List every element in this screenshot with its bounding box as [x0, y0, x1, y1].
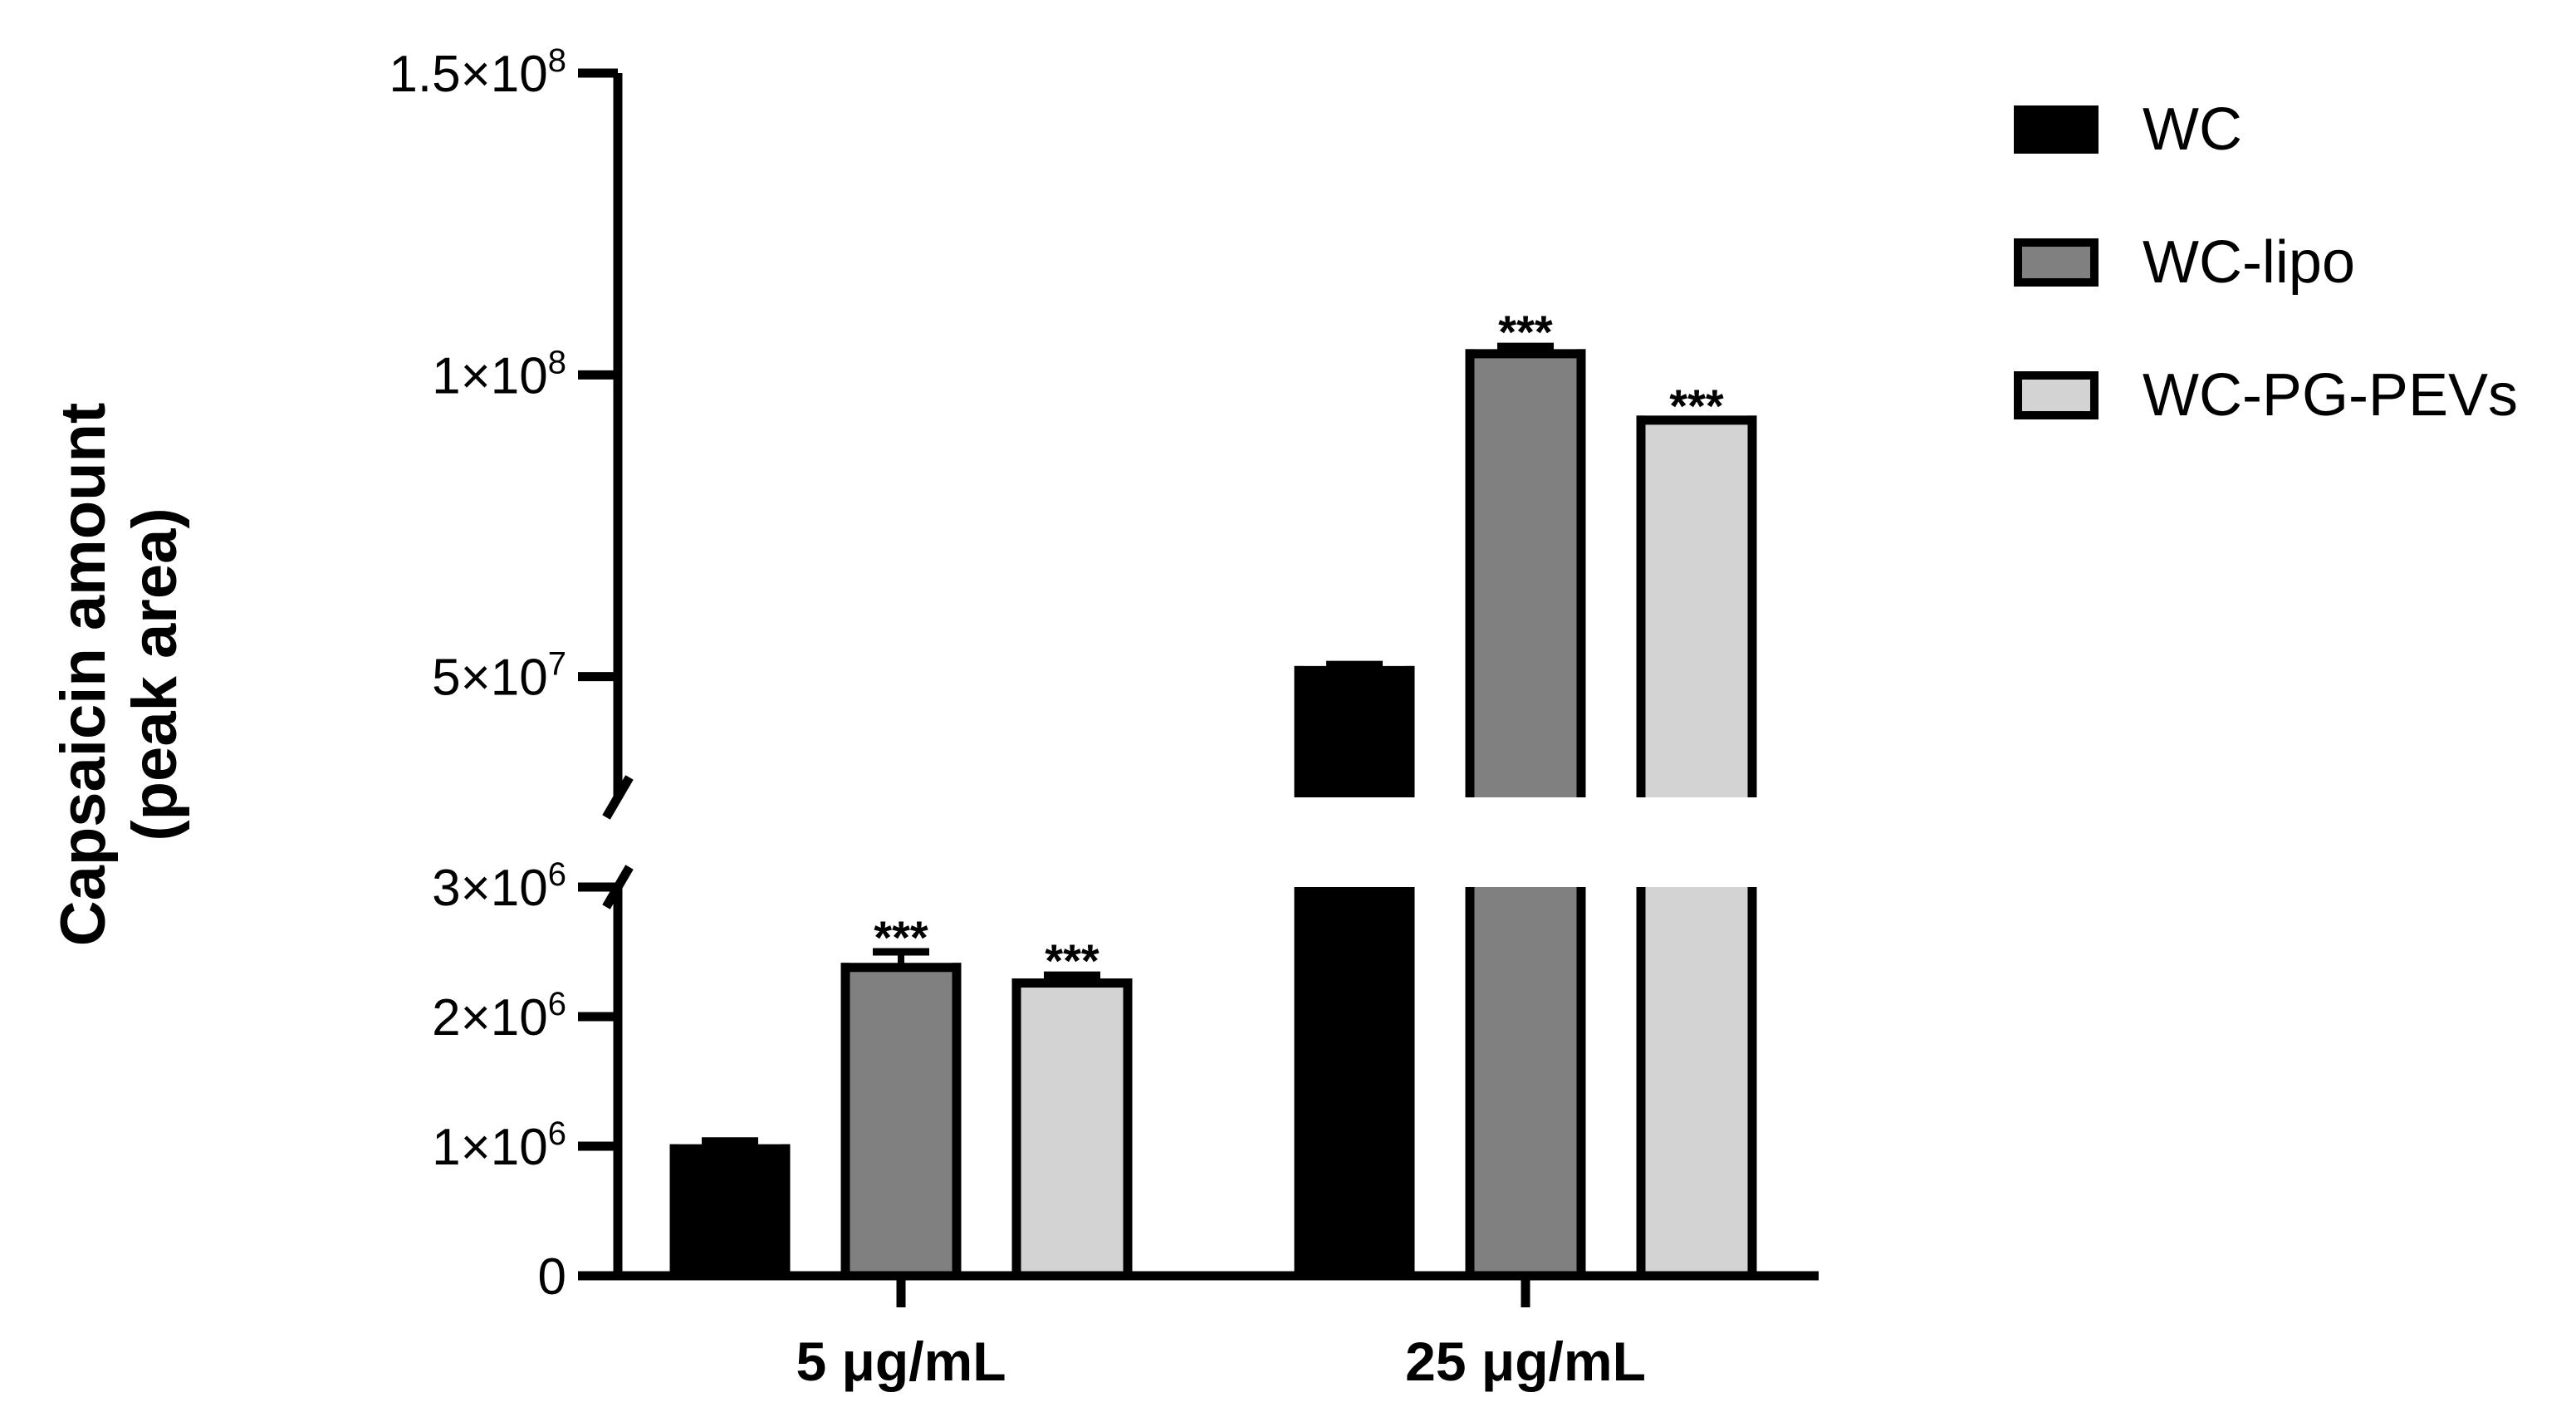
- significance-label: ***: [1045, 934, 1099, 987]
- y-axis-label: Capsaicin amount(peak area): [48, 403, 190, 947]
- y-tick-label: 1.5×108: [389, 42, 566, 103]
- y-tick-label: 1×108: [432, 344, 566, 404]
- bar-wc-pg-pevs-high-dose: [1641, 887, 1752, 1276]
- legend: WC WC-lipo WC-PG-PEVs: [2014, 96, 2518, 429]
- bar-wc-pg-pevs-high-dose-upper: [1641, 419, 1752, 797]
- y-axis-label-line: Capsaicin amount: [48, 403, 119, 947]
- legend-swatch-wc: [2014, 105, 2099, 154]
- labels-layer: *** *** *** *** 0 1×106 2×106 3×106 5×107 1×108 1.…: [48, 42, 1724, 1392]
- legend-label: WC-lipo: [2143, 229, 2355, 296]
- x-category-label: 25 μg/mL: [1405, 1331, 1646, 1392]
- x-category-label: 5 μg/mL: [796, 1331, 1006, 1392]
- legend-swatch-wc-lipo: [2014, 238, 2099, 287]
- y-tick-label: 0: [538, 1248, 566, 1306]
- bar-wc-high-dose-upper: [1299, 670, 1410, 797]
- bar-wc-low-dose: [674, 1149, 786, 1276]
- significance-label: ***: [1498, 306, 1553, 358]
- bars-layer: [669, 342, 1757, 1276]
- significance-label: ***: [1669, 380, 1724, 432]
- axis-break-mark: [602, 775, 634, 820]
- y-tick-label: 5×107: [432, 646, 566, 707]
- y-tick-label: 2×106: [432, 986, 566, 1047]
- legend-label: WC-PG-PEVs: [2143, 362, 2518, 429]
- bar-wc-pg-pevs-low-dose: [1016, 983, 1128, 1276]
- y-tick-label: 1×106: [432, 1115, 566, 1176]
- y-axis-label-line: (peak area): [120, 507, 190, 841]
- y-tick-label: 3×106: [432, 856, 566, 917]
- axes-layer: [578, 68, 1819, 1307]
- legend-label: WC: [2143, 96, 2242, 163]
- legend-swatch-wc-pg-pevs: [2014, 371, 2099, 419]
- bar-wc-lipo-high-dose-upper: [1470, 353, 1581, 797]
- bar-wc-high-dose: [1299, 887, 1410, 1276]
- bar-wc-lipo-high-dose: [1470, 887, 1581, 1276]
- significance-label: ***: [874, 911, 928, 963]
- bar-wc-lipo-low-dose: [845, 967, 957, 1276]
